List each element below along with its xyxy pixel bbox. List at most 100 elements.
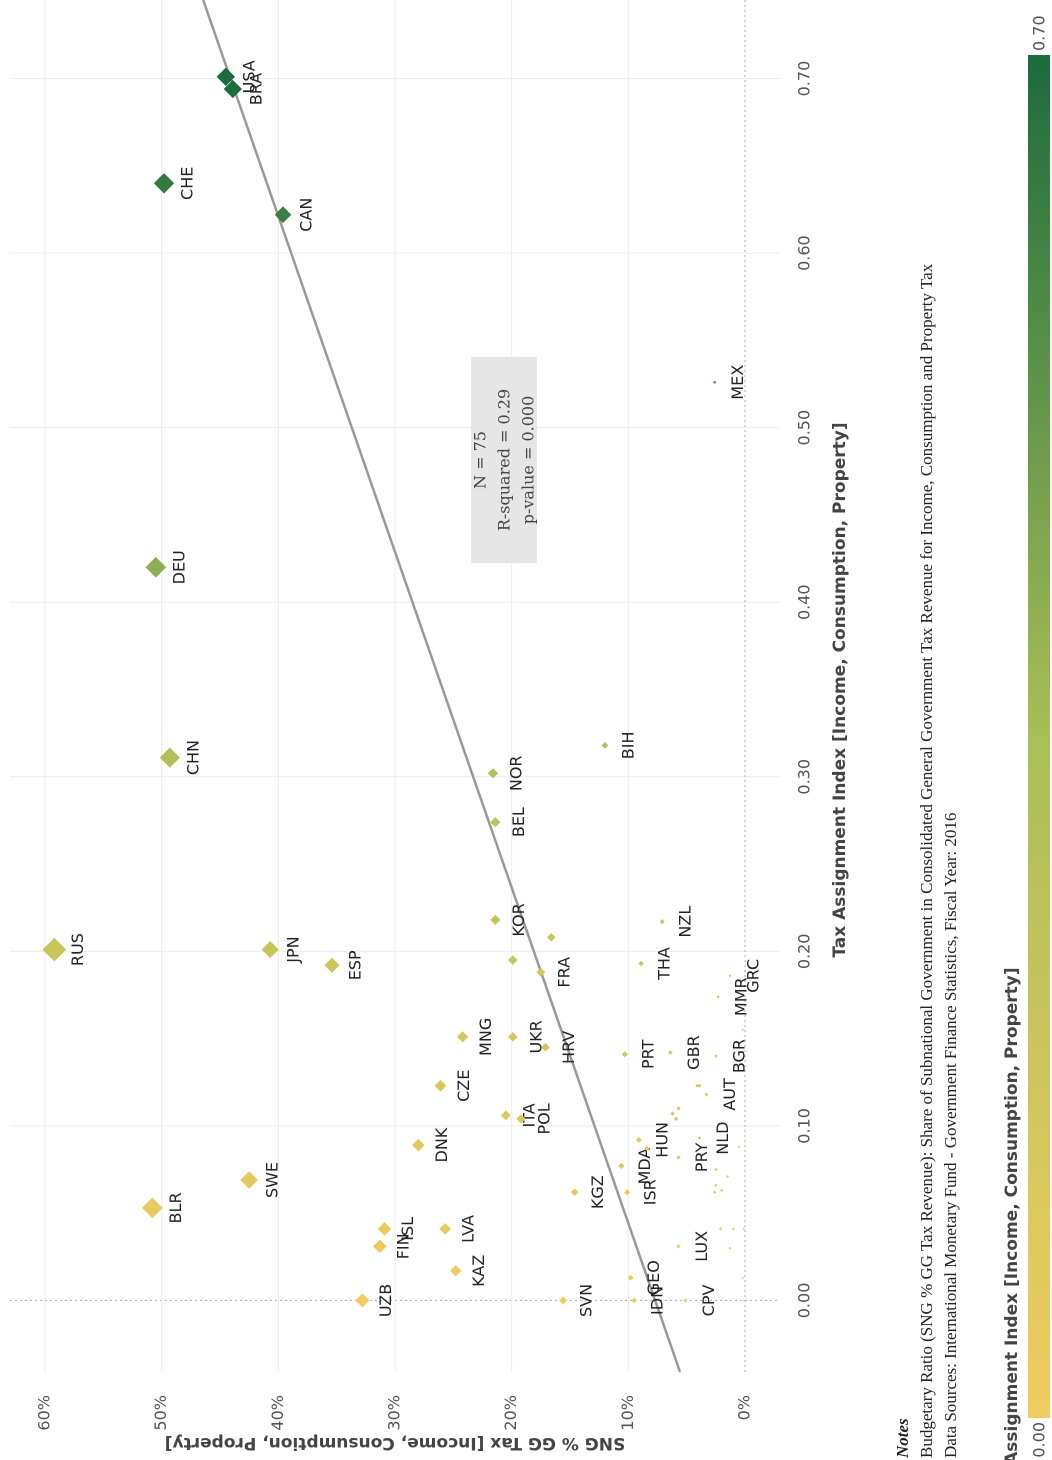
data-point: [145, 557, 167, 578]
data-point: [712, 380, 717, 384]
point-label: THA: [655, 947, 674, 981]
point-label: FRA: [554, 957, 573, 988]
y-tick-label: 0%: [735, 1395, 754, 1420]
point-label: ISR: [641, 1179, 660, 1205]
point-label: CAN: [297, 198, 316, 232]
data-point: [697, 1136, 702, 1140]
data-point: [141, 1197, 163, 1219]
colorbar: [1028, 55, 1050, 1418]
notes-line: Budgetary Ratio (SNG % GG Tax Revenue): …: [917, 263, 936, 1458]
data-point: [670, 1111, 675, 1116]
data-point: [731, 1227, 735, 1231]
data-point: [621, 1051, 628, 1058]
data-point: [635, 1137, 642, 1143]
point-label: ITA: [519, 1103, 538, 1127]
point-label: GEO: [644, 1260, 663, 1295]
data-point: [741, 1028, 744, 1032]
data-point: [536, 967, 546, 977]
point-label: LVA: [459, 1215, 478, 1243]
trend-line: [202, 0, 682, 1373]
data-point: [683, 1298, 688, 1303]
data-point: [434, 1079, 447, 1092]
x-tick-label: 0.60: [795, 235, 814, 271]
point-label: CPV: [699, 1284, 718, 1316]
data-point: [324, 957, 340, 973]
data-point: [541, 1043, 550, 1052]
point-label: KAZ: [469, 1255, 488, 1287]
point-label: ESP: [346, 950, 365, 980]
colorbar-tick-label: 0.70: [1030, 15, 1049, 51]
data-point: [42, 937, 67, 962]
data-point: [490, 817, 501, 828]
y-tick-label: 20%: [501, 1395, 520, 1431]
data-point: [631, 1297, 638, 1304]
point-label: MMR: [732, 977, 751, 1016]
data-point: [240, 1171, 259, 1189]
point-label: DEU: [169, 550, 188, 584]
point-label: DNK: [432, 1127, 451, 1162]
data-point: [490, 914, 501, 925]
data-point: [673, 1116, 679, 1122]
x-tick-label: 0.40: [795, 584, 814, 620]
data-point: [676, 1106, 681, 1111]
point-label: MDA: [635, 1148, 654, 1185]
data-point: [558, 1296, 568, 1305]
point-label: PRY: [692, 1142, 711, 1172]
point-label: FIN: [393, 1233, 412, 1259]
data-point: [704, 1092, 709, 1097]
colorbar-tick-label: 0.00: [1030, 1422, 1049, 1458]
data-point: [695, 1083, 700, 1088]
data-point: [624, 1189, 631, 1196]
colorbar-title: Tax Assignment Index [Income, Consumptio…: [1002, 967, 1022, 1460]
plot-frame: 0.00 0.10 0.20 0.30 0.40 0.50 0.60 0.70 0% 10% 20%…: [10, 0, 1050, 1460]
data-point: [728, 1246, 732, 1250]
point-label: BEL: [509, 807, 528, 837]
data-point: [697, 1083, 702, 1088]
data-point: [216, 67, 236, 87]
point-label: POL: [535, 1103, 554, 1134]
data-point: [570, 1188, 579, 1197]
data-point: [153, 173, 175, 194]
data-point: [508, 955, 518, 965]
point-label: PRT: [638, 1039, 657, 1069]
x-tick-label: 0.30: [795, 759, 814, 795]
point-label: HUN: [652, 1122, 671, 1158]
data-point: [712, 1190, 717, 1194]
point-label: MNG: [476, 1018, 495, 1056]
data-point: [457, 1031, 469, 1043]
data-point: [644, 1145, 650, 1152]
point-label: CZE: [454, 1070, 473, 1102]
point-label: LUX: [692, 1231, 711, 1262]
point-label: AUT: [720, 1078, 739, 1111]
x-tick-label: 0.10: [795, 1108, 814, 1144]
point-label: USA: [239, 60, 258, 93]
data-point: [223, 79, 242, 99]
point-label: NLD: [713, 1121, 732, 1154]
data-point: [714, 1054, 718, 1058]
data-point: [274, 206, 292, 224]
point-label: BRA: [246, 73, 265, 105]
data-point: [720, 1188, 724, 1193]
y-tick-label: 60%: [35, 1395, 54, 1431]
data-point: [667, 1050, 673, 1055]
data-point: [618, 1162, 625, 1170]
stats-line: N = 75: [471, 431, 490, 489]
data-point: [439, 1223, 451, 1235]
data-point: [676, 1244, 681, 1249]
data-point: [547, 933, 556, 942]
point-label: MEX: [728, 365, 747, 400]
data-point: [716, 995, 720, 999]
x-axis-title: Tax Assignment Index [Income, Consumptio…: [830, 422, 850, 957]
notes-line: Data Sources: International Monetary Fun…: [941, 813, 960, 1458]
point-label: BIH: [619, 731, 638, 759]
point-label: NZL: [676, 906, 695, 938]
point-label: KOR: [509, 903, 528, 936]
data-point: [412, 1138, 425, 1152]
point-label: BLR: [166, 1192, 185, 1223]
x-tick-label: 0.00: [795, 1283, 814, 1319]
y-axis-title: SNG % GG Tax [Income, Consumption, Prope…: [165, 1433, 626, 1453]
data-point: [659, 919, 665, 925]
point-label: CHN: [183, 740, 202, 775]
data-point: [372, 1239, 387, 1254]
